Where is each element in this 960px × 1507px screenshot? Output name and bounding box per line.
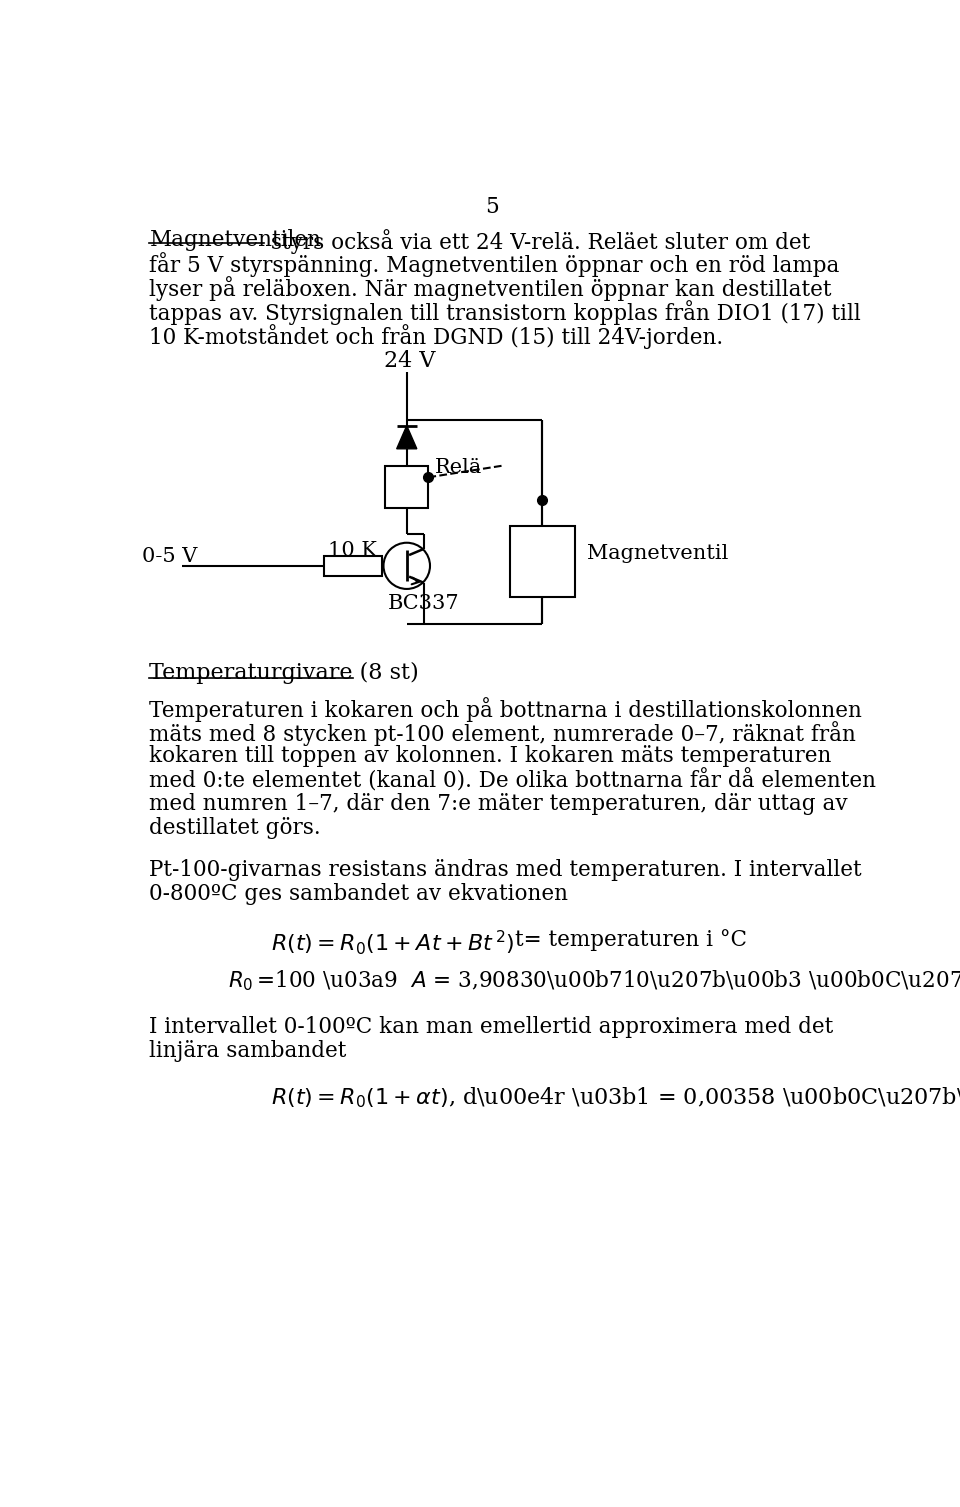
Text: $R(t) = R_0(1 + \alpha t)$, d\u00e4r \u03b1 = 0,00358 \u00b0C\u207b\u00b9: $R(t) = R_0(1 + \alpha t)$, d\u00e4r \u0… bbox=[271, 1085, 960, 1111]
Text: mäts med 8 stycken pt-100 element, numrerade 0–7, räknat från: mäts med 8 stycken pt-100 element, numre… bbox=[150, 722, 856, 746]
Text: t= temperaturen i °C: t= temperaturen i °C bbox=[516, 928, 747, 951]
Polygon shape bbox=[396, 425, 417, 449]
Text: 10 K: 10 K bbox=[327, 541, 376, 561]
Text: 0-5 V: 0-5 V bbox=[142, 547, 197, 567]
Text: BC337: BC337 bbox=[388, 594, 459, 613]
Text: Pt-100-givarnas resistans ändras med temperaturen. I intervallet: Pt-100-givarnas resistans ändras med tem… bbox=[150, 859, 862, 882]
Text: 10 K-motståndet och från DGND (15) till 24V-jorden.: 10 K-motståndet och från DGND (15) till … bbox=[150, 324, 724, 350]
Text: kokaren till toppen av kolonnen. I kokaren mäts temperaturen: kokaren till toppen av kolonnen. I kokar… bbox=[150, 746, 831, 767]
Text: $R_0\,$=100 \u03a9  $A$ = 3,90830\u00b710\u207b\u00b3 \u00b0C\u207b\u00b9    $B$: $R_0\,$=100 \u03a9 $A$ = 3,90830\u00b710… bbox=[228, 969, 960, 993]
Text: 5: 5 bbox=[485, 196, 499, 219]
Text: 24 V: 24 V bbox=[383, 350, 435, 372]
Text: linjära sambandet: linjära sambandet bbox=[150, 1040, 347, 1062]
Bar bbox=[385, 466, 428, 508]
Text: med 0:te elementet (kanal 0). De olika bottnarna får då elementen: med 0:te elementet (kanal 0). De olika b… bbox=[150, 769, 876, 793]
Text: lyser på reläboxen. När magnetventilen öppnar kan destillatet: lyser på reläboxen. När magnetventilen ö… bbox=[150, 276, 832, 301]
Bar bbox=[510, 526, 575, 597]
Text: 0-800ºC ges sambandet av ekvationen: 0-800ºC ges sambandet av ekvationen bbox=[150, 883, 568, 906]
Text: med numren 1–7, där den 7:e mäter temperaturen, där uttag av: med numren 1–7, där den 7:e mäter temper… bbox=[150, 793, 848, 815]
Text: $R(t) = R_0(1 + At + Bt^{\,2})$: $R(t) = R_0(1 + At + Bt^{\,2})$ bbox=[271, 928, 515, 957]
Text: styrs också via ett 24 V-relä. Reläet sluter om det: styrs också via ett 24 V-relä. Reläet sl… bbox=[264, 229, 810, 253]
Text: Temperaturgivare (8 st): Temperaturgivare (8 st) bbox=[150, 662, 420, 684]
Text: I intervallet 0-100ºC kan man emellertid approximera med det: I intervallet 0-100ºC kan man emellertid… bbox=[150, 1016, 833, 1038]
Text: destillatet görs.: destillatet görs. bbox=[150, 817, 321, 839]
Text: Magnetventilen: Magnetventilen bbox=[150, 229, 322, 250]
Text: Temperaturen i kokaren och på bottnarna i destillationskolonnen: Temperaturen i kokaren och på bottnarna … bbox=[150, 698, 862, 722]
Bar bbox=[324, 556, 382, 576]
Text: Relä: Relä bbox=[435, 458, 482, 478]
Text: Magnetventil: Magnetventil bbox=[588, 544, 729, 564]
Text: tappas av. Styrsignalen till transistorn kopplas från DIO1 (17) till: tappas av. Styrsignalen till transistorn… bbox=[150, 300, 861, 326]
Text: får 5 V styrspänning. Magnetventilen öppnar och en röd lampa: får 5 V styrspänning. Magnetventilen öpp… bbox=[150, 253, 840, 277]
